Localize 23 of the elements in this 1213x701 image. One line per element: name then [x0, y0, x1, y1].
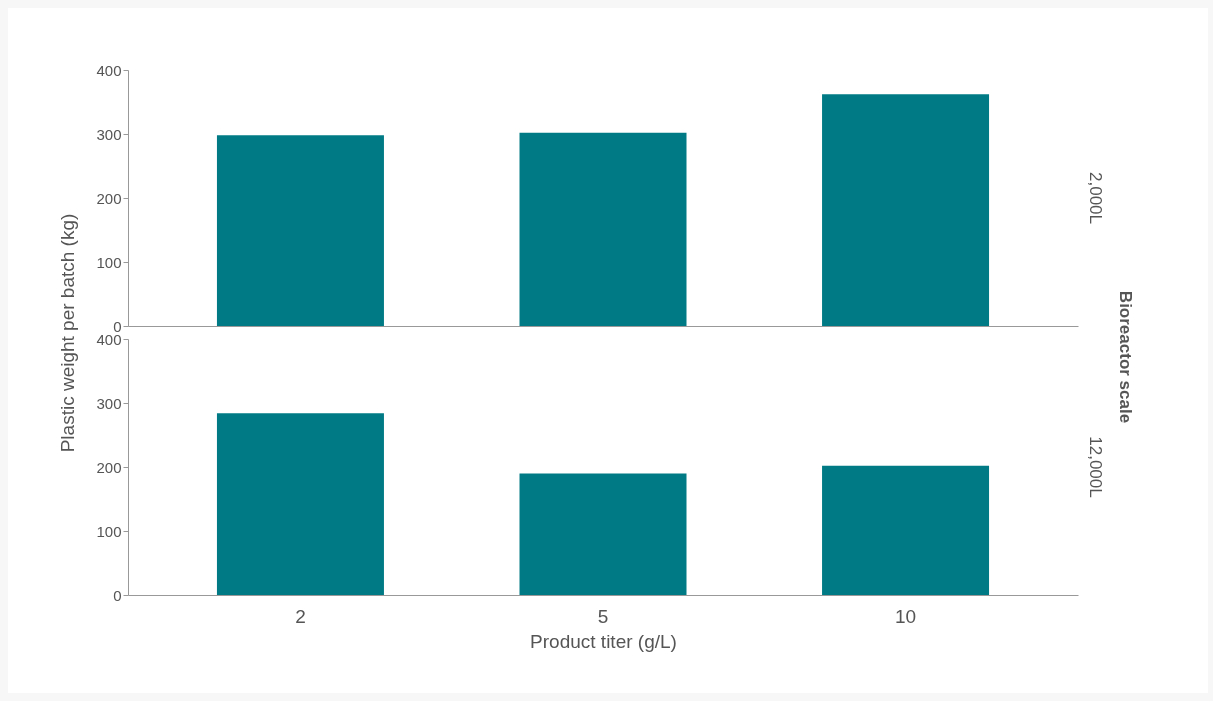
x-tick-label: 10 [894, 605, 917, 627]
text: 2,000L [1086, 172, 1105, 224]
x-tick-label: 5 [597, 605, 609, 627]
y-tick-label: 300 [96, 125, 122, 143]
x-axis-title: Product titer (g/L) [530, 630, 677, 652]
y-tick-label: 100 [96, 522, 122, 540]
x-tick-label: 2 [295, 605, 306, 627]
y-axis-title: Plastic weight per batch (kg) [57, 213, 79, 453]
bar [822, 465, 990, 595]
text: 12,000L [1086, 436, 1105, 498]
y-tick-label: 300 [96, 394, 122, 412]
bar [519, 473, 687, 595]
y-tick-label: 200 [96, 189, 122, 207]
y-tick-label: 200 [96, 458, 122, 476]
y-tick-label: 100 [96, 253, 122, 271]
text: Bioreactor scale [1116, 290, 1135, 424]
y-tick-label: 0 [113, 586, 122, 604]
y-tick-label: 0 [113, 317, 122, 335]
bar [216, 135, 384, 326]
y-tick-label: 400 [96, 61, 122, 79]
bar [216, 413, 384, 595]
bar [519, 132, 687, 326]
bar [822, 94, 990, 326]
